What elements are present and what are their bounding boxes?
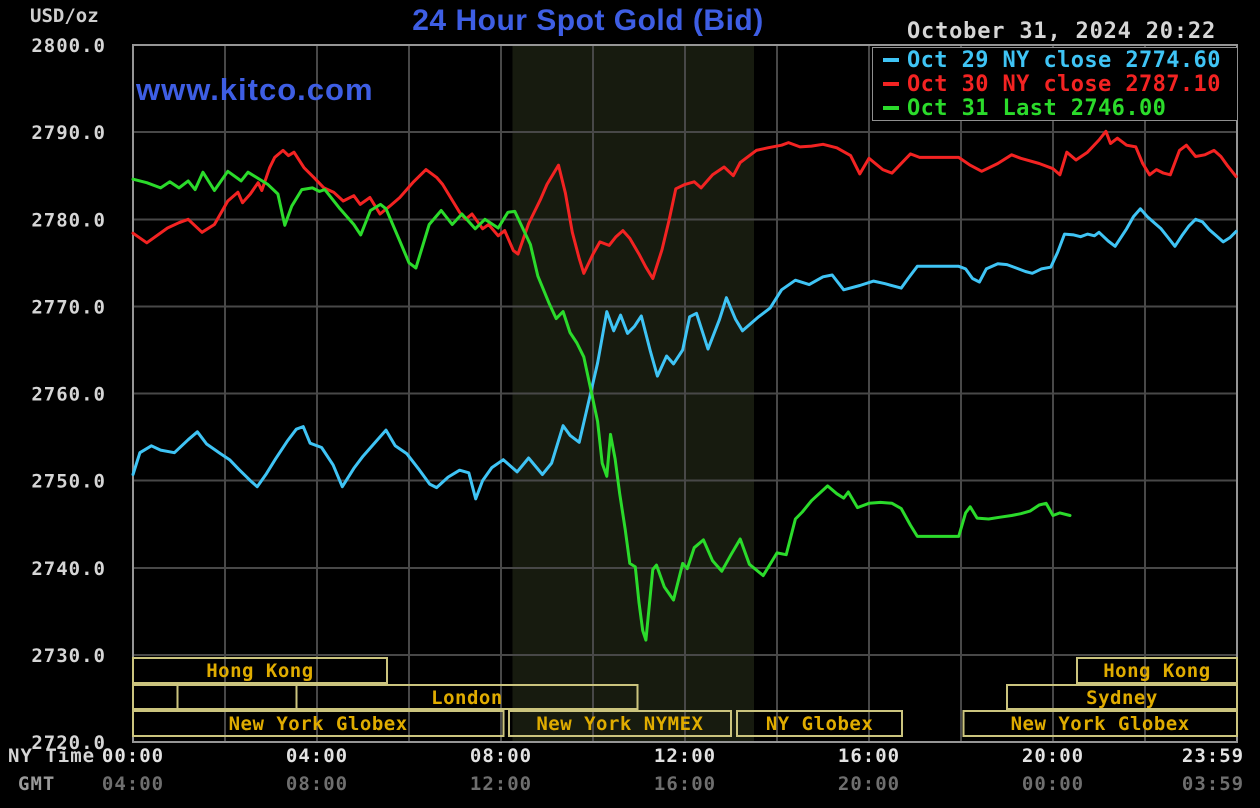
x-tick-label-gmt: 04:00: [102, 773, 164, 795]
page-title: 24 Hour Spot Gold (Bid): [412, 4, 764, 37]
session-box: [1006, 684, 1238, 710]
y-tick-label: 2780.0: [31, 209, 106, 231]
x-tick-label-gmt: 00:00: [1022, 773, 1084, 795]
session-label: New York Globex: [1011, 713, 1190, 735]
x-tick-label-gmt: 16:00: [654, 773, 716, 795]
legend-label: Oct 29 NY close 2774.60: [907, 47, 1221, 73]
session-label: Hong Kong: [206, 660, 313, 682]
series-line-oct-30: [131, 129, 1238, 280]
session-box: [176, 684, 298, 710]
legend-label: Oct 31 Last 2746.00: [907, 95, 1167, 121]
y-tick-label: 2760.0: [31, 384, 106, 406]
session-label: Sydney: [1086, 687, 1158, 709]
legend-label: Oct 30 NY close 2787.10: [907, 71, 1221, 97]
x-tick-label-gmt: 20:00: [838, 773, 900, 795]
session-box: [132, 684, 179, 710]
y-tick-label: 2750.0: [31, 471, 106, 493]
website-watermark: www.kitco.com: [136, 72, 374, 107]
legend-dash-icon: [883, 82, 899, 86]
y-tick-label: 2790.0: [31, 122, 106, 144]
y-tick-label: 2740.0: [31, 558, 106, 580]
units-label: USD/oz: [30, 5, 99, 27]
session-box: [962, 710, 1238, 737]
legend-entry: Oct 30 NY close 2787.10: [873, 71, 1237, 97]
session-box: [507, 710, 732, 737]
y-tick-label: 2770.0: [31, 296, 106, 318]
session-label: Hong Kong: [1103, 660, 1210, 682]
x-tick-label-ny: 00:00: [102, 745, 164, 767]
series-line-oct-29: [131, 207, 1238, 501]
session-box: [295, 684, 639, 710]
axis-row-label-ny-time: NY Time: [8, 745, 95, 767]
y-tick-label: 2720.0: [31, 732, 106, 754]
x-tick-label-ny: 12:00: [654, 745, 716, 767]
legend-entry: Oct 31 Last 2746.00: [873, 95, 1237, 121]
x-tick-label-ny: 20:00: [1022, 745, 1084, 767]
x-tick-label-gmt: 08:00: [286, 773, 348, 795]
session-label: New York NYMEX: [536, 713, 703, 735]
axis-row-label-gmt: GMT: [18, 773, 55, 795]
x-tick-label-ny: 23:59: [1182, 745, 1244, 767]
session-label: London: [431, 687, 503, 709]
session-label: NY Globex: [766, 713, 873, 735]
legend-entry: Oct 29 NY close 2774.60: [873, 47, 1237, 73]
y-tick-label: 2730.0: [31, 645, 106, 667]
y-tick-label: 2800.0: [31, 35, 106, 57]
series-line-oct-31: [131, 169, 1072, 642]
legend-dash-icon: [883, 106, 899, 110]
session-box: [132, 710, 505, 737]
plot-border: [132, 44, 1238, 743]
session-box: [132, 657, 388, 684]
session-label: New York Globex: [229, 713, 408, 735]
legend-box: Oct 29 NY close 2774.60 Oct 30 NY close 2…: [872, 47, 1238, 121]
x-tick-label-gmt: 03:59: [1182, 773, 1244, 795]
datetime-label: October 31, 2024 20:22: [907, 19, 1216, 44]
session-box: [1075, 657, 1239, 684]
x-tick-label-gmt: 12:00: [470, 773, 532, 795]
x-tick-label-ny: 04:00: [286, 745, 348, 767]
x-tick-label-ny: 16:00: [838, 745, 900, 767]
legend-dash-icon: [883, 58, 899, 62]
session-box: [735, 710, 904, 737]
x-tick-label-ny: 08:00: [470, 745, 532, 767]
